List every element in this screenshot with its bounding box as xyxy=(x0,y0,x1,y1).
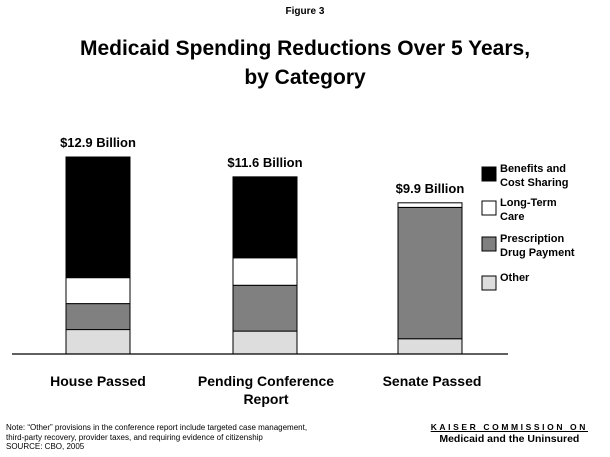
chart-title-line: by Category xyxy=(244,66,366,89)
kaiser-logo: KAISER COMMISSION ON Medicaid and the Un… xyxy=(431,422,588,445)
figure-label: Figure 3 xyxy=(285,6,325,17)
legend-label: Care xyxy=(500,211,524,223)
bar-segment-benefits-and-cost-sharing xyxy=(232,176,298,259)
legend-label: Other xyxy=(500,272,530,284)
source-line: SOURCE: CBO, 2005 xyxy=(6,442,85,451)
category-label: Pending Conference xyxy=(198,373,334,389)
footnote: Note: “Other” provisions in the conferen… xyxy=(6,423,346,452)
stacked-bar-chart: $12.9 Billion House Passed $11.6 Billion Pe… xyxy=(12,135,575,407)
brand-line-2: Medicaid and the Uninsured xyxy=(439,433,580,445)
category-label: Report xyxy=(243,391,288,407)
category-label: House Passed xyxy=(50,373,146,389)
bar-segment-long-term-care xyxy=(232,257,298,286)
legend-label: Long-Term xyxy=(500,197,557,209)
footnote-line: Note: “Other” provisions in the conferen… xyxy=(6,423,308,432)
bar-segment-benefits-and-cost-sharing xyxy=(65,156,131,279)
chart-title-line: Medicaid Spending Reductions Over 5 Year… xyxy=(79,37,531,60)
legend-swatch xyxy=(481,166,497,182)
bar-segment-prescription-drug-payment xyxy=(65,303,131,331)
category-label: Senate Passed xyxy=(383,373,482,389)
bar-total-label: $12.9 Billion xyxy=(60,135,136,150)
bar-segment-other xyxy=(397,338,463,355)
bar-segment-prescription-drug-payment xyxy=(397,206,463,340)
bar-segment-long-term-care xyxy=(397,202,463,208)
legend-label: Benefits and xyxy=(500,163,566,175)
bar-total-label: $9.9 Billion xyxy=(396,181,465,196)
legend-swatch xyxy=(481,200,497,216)
chart-title: Medicaid Spending Reductions Over 5 Year… xyxy=(20,34,590,92)
bar-segment-prescription-drug-payment xyxy=(232,284,298,332)
bar-segment-other xyxy=(232,330,298,355)
bar-total-label: $11.6 Billion xyxy=(227,155,302,170)
legend-label: Drug Payment xyxy=(500,247,575,259)
bar-segment-other xyxy=(65,329,131,355)
brand-line-1: KAISER COMMISSION ON xyxy=(430,422,588,432)
legend-label: Cost Sharing xyxy=(500,177,568,189)
footnote-line: third-party recovery, provider taxes, an… xyxy=(6,432,263,442)
bar-segment-long-term-care xyxy=(65,277,131,305)
legend-label: Prescription xyxy=(500,233,564,245)
legend-swatch xyxy=(481,275,497,291)
legend-swatch xyxy=(481,236,497,252)
